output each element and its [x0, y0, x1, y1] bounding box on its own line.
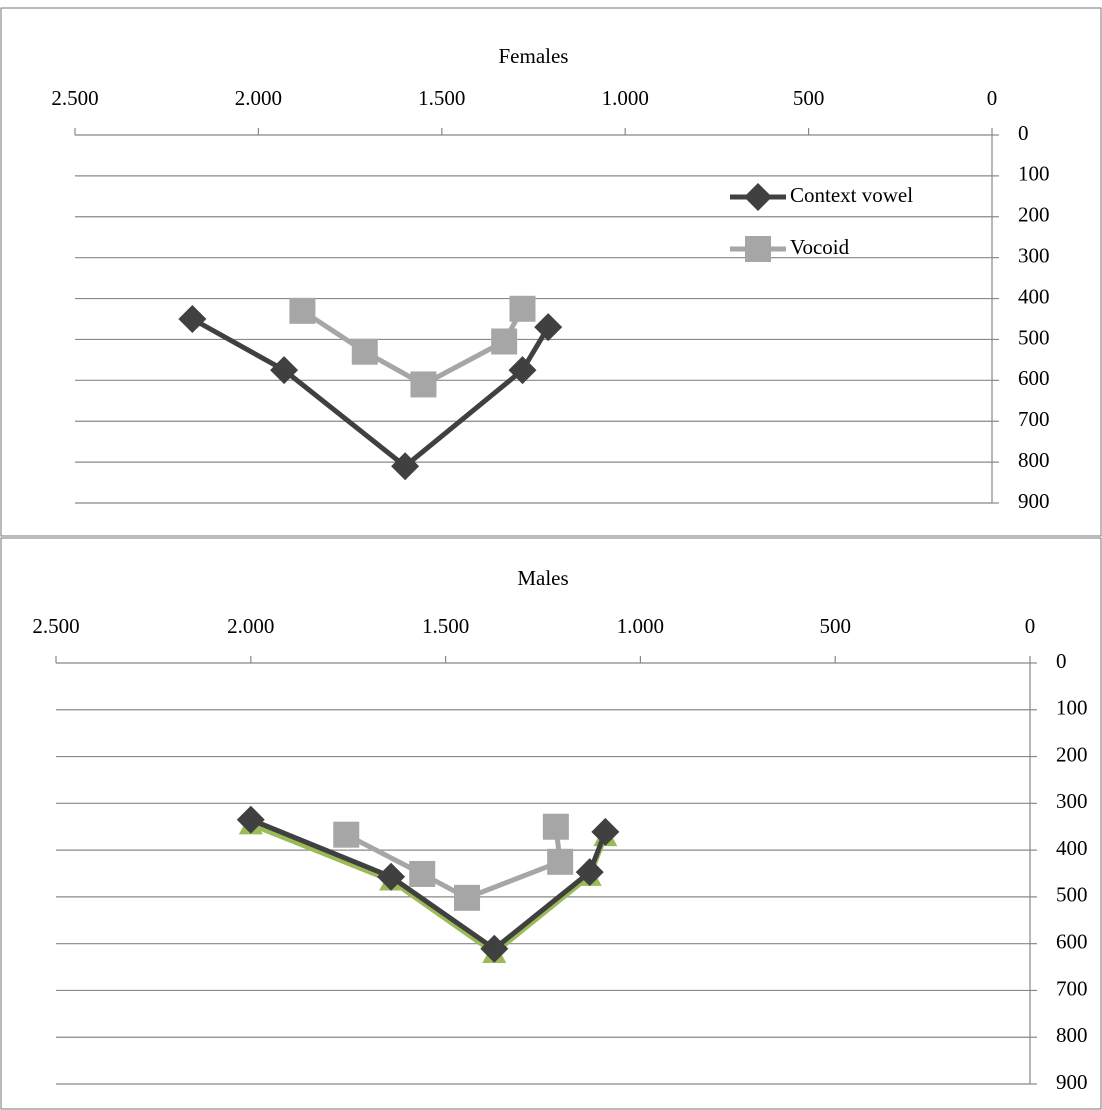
chart-title: Females: [499, 44, 569, 68]
x-tick-label: 0: [987, 86, 998, 110]
y-tick-label: 900: [1018, 489, 1050, 513]
marker: [236, 805, 265, 834]
x-tick-label: 500: [793, 86, 825, 110]
legend-label: Context vowel: [790, 183, 913, 207]
marker: [409, 860, 436, 887]
y-tick-label: 100: [1018, 162, 1050, 186]
marker: [351, 338, 378, 365]
marker: [178, 305, 207, 333]
y-tick-label: 0: [1056, 649, 1067, 673]
marker: [377, 862, 406, 891]
marker: [547, 848, 574, 875]
x-tick-label: 500: [819, 614, 851, 638]
marker: [509, 295, 536, 322]
y-tick-label: 400: [1056, 836, 1088, 860]
y-tick-label: 400: [1018, 284, 1050, 308]
marker: [542, 813, 569, 840]
panel-frame: [0, 7, 1102, 537]
marker: [270, 356, 299, 385]
marker: [575, 858, 604, 887]
marker: [410, 371, 437, 398]
x-tick-label: 1.500: [422, 614, 469, 638]
x-tick-label: 0: [1025, 614, 1036, 638]
series-line: [345, 826, 563, 901]
x-tick-label: 2.000: [235, 86, 282, 110]
panel-frame: [0, 537, 1102, 1110]
marker: [534, 313, 563, 342]
y-tick-label: 800: [1018, 448, 1050, 472]
marker: [508, 356, 537, 385]
y-tick-label: 600: [1018, 366, 1050, 390]
y-tick-label: 900: [1056, 1070, 1088, 1094]
y-tick-label: 300: [1056, 789, 1088, 813]
x-tick-label: 2.500: [51, 86, 98, 110]
x-tick-label: 1.000: [617, 614, 664, 638]
y-tick-label: 600: [1056, 929, 1088, 953]
y-tick-label: 800: [1056, 1023, 1088, 1047]
y-tick-label: 200: [1056, 742, 1088, 766]
x-tick-label: 1.500: [418, 86, 465, 110]
chart-title: Males: [517, 566, 568, 590]
y-tick-label: 500: [1018, 325, 1050, 349]
x-tick-label: 2.500: [32, 614, 79, 638]
y-tick-label: 100: [1056, 696, 1088, 720]
marker: [333, 821, 360, 848]
y-tick-label: 700: [1018, 407, 1050, 431]
y-tick-label: 700: [1056, 976, 1088, 1000]
y-tick-label: 500: [1056, 883, 1088, 907]
y-tick-label: 200: [1018, 203, 1050, 227]
marker: [480, 934, 509, 963]
marker: [744, 183, 772, 211]
marker: [454, 884, 481, 911]
marker: [491, 328, 518, 355]
legend-label: Vocoid: [790, 235, 850, 259]
marker: [391, 452, 420, 481]
marker: [745, 236, 771, 262]
y-tick-label: 0: [1018, 121, 1029, 145]
x-tick-label: 2.000: [227, 614, 274, 638]
marker: [289, 297, 316, 324]
y-tick-label: 300: [1018, 243, 1050, 267]
marker: [591, 817, 620, 846]
x-tick-label: 1.000: [602, 86, 649, 110]
